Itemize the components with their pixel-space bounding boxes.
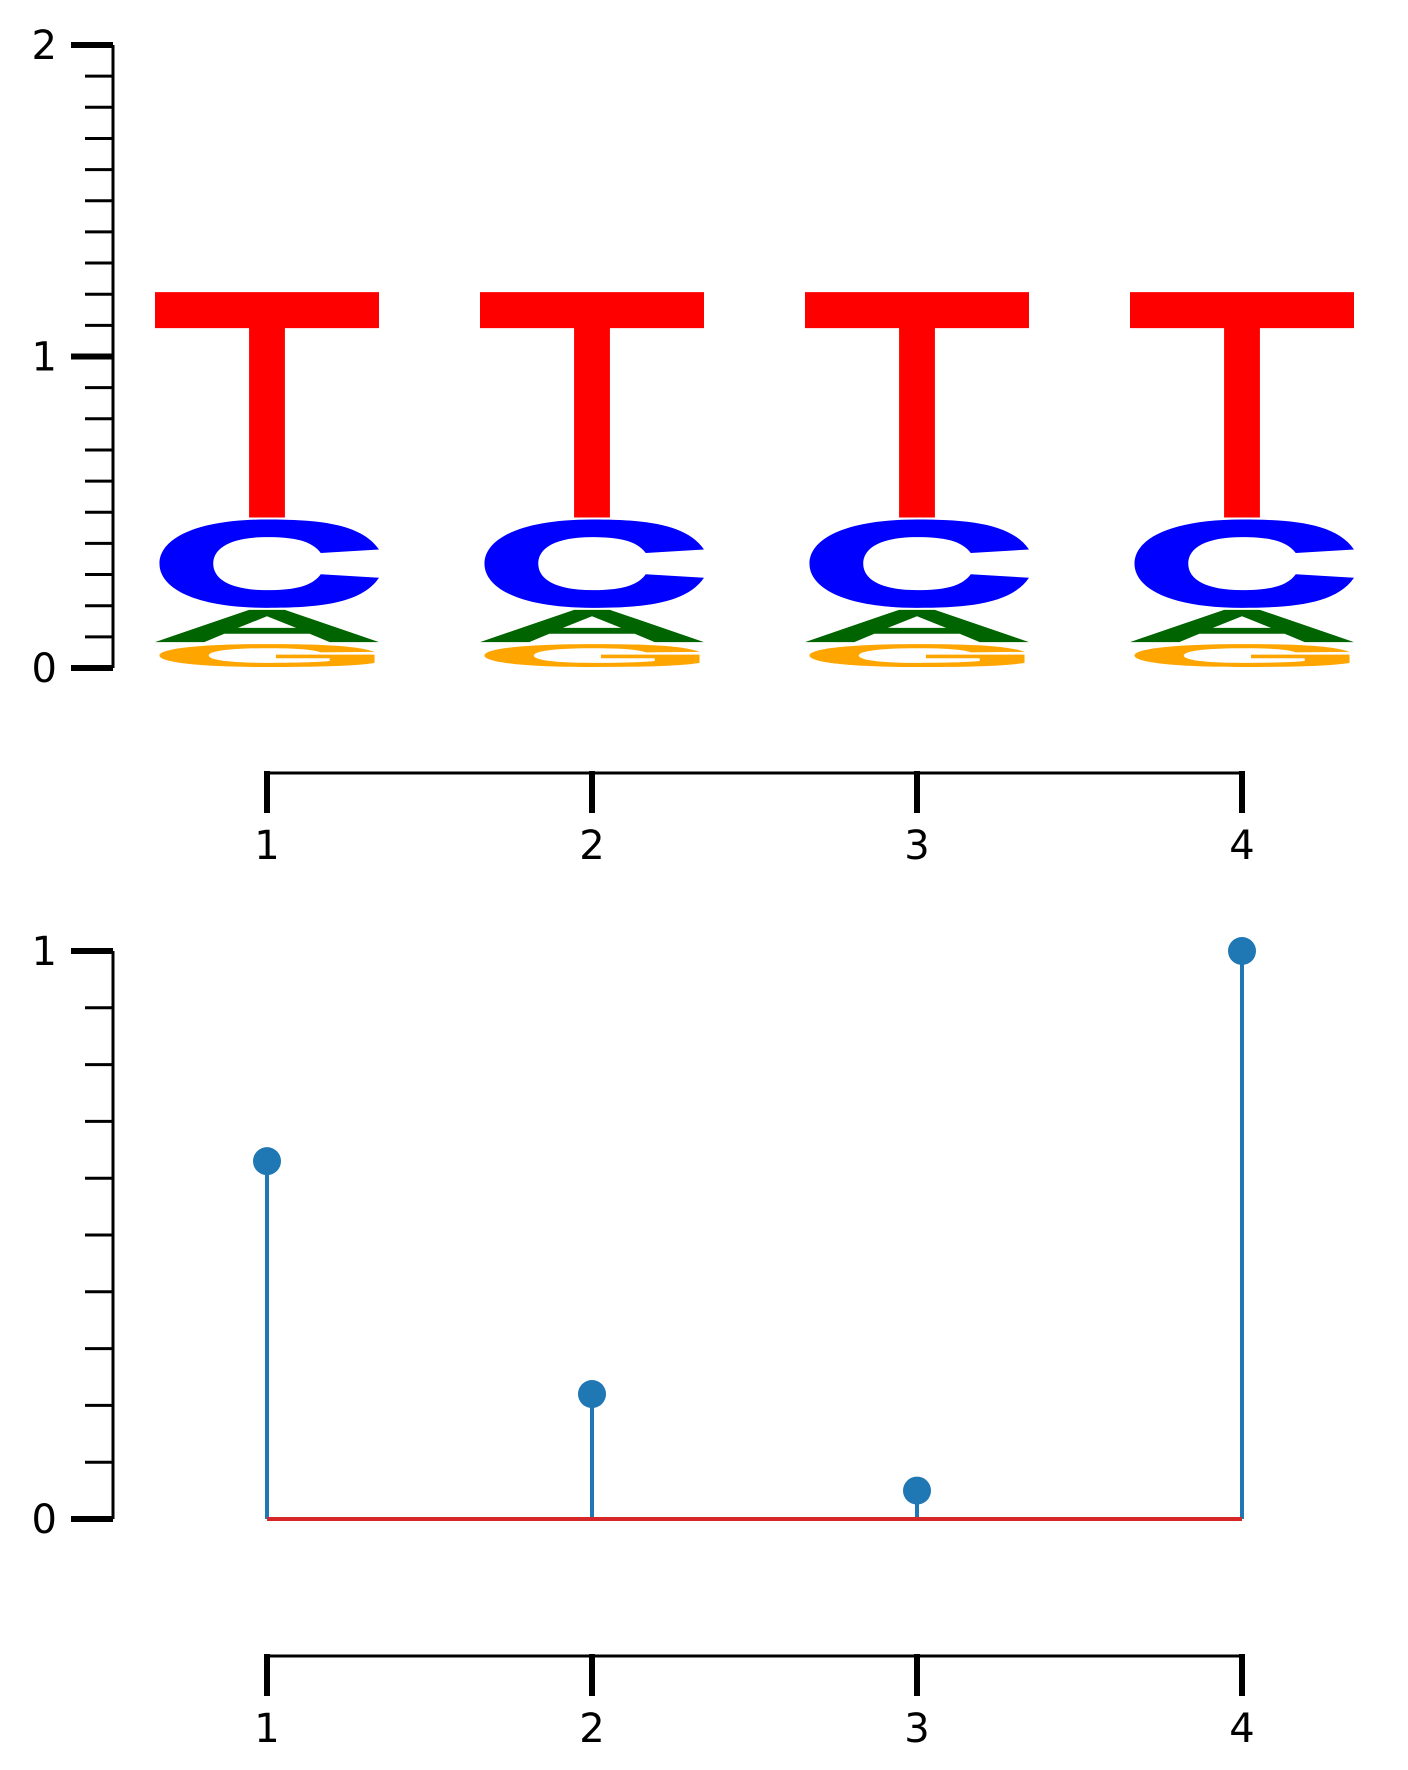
logo-letter-t-pos-1 [155, 292, 379, 518]
logo-letter-g-pos-1 [159, 644, 375, 667]
logo-x-axis: 1 2 3 4 [254, 771, 1255, 869]
logo-y-axis: 0 1 2 [32, 23, 115, 692]
logo-y-tick-label: 1 [32, 335, 57, 381]
logo-x-tick-label: 2 [579, 823, 604, 869]
stem-x-axis: 1 2 3 4 [254, 1654, 1255, 1752]
logo-x-tick-label: 1 [254, 823, 279, 869]
logo-letter-c-pos-4 [1134, 519, 1354, 608]
logo-letter-a-pos-1 [155, 609, 379, 643]
logo-letter-c-pos-3 [809, 519, 1029, 608]
stem-x-tick-label: 3 [904, 1706, 929, 1752]
logo-x-tick-label: 3 [904, 823, 929, 869]
logo-letter-g-pos-4 [1134, 644, 1350, 667]
stem-x-tick-label: 4 [1229, 1706, 1254, 1752]
logo-letter-t-pos-3 [805, 292, 1029, 518]
logo-y-tick-label: 2 [32, 23, 57, 69]
stem-marker [903, 1476, 931, 1505]
stem-x-tick-label: 2 [579, 1706, 604, 1752]
logo-letter-t-pos-4 [1130, 292, 1354, 518]
stem-x-tick-label: 1 [254, 1706, 279, 1752]
stem-marker [578, 1380, 606, 1409]
stem-marker [253, 1147, 281, 1176]
logo-letter-g-pos-3 [809, 644, 1025, 667]
sequence-logo-panel: 0 1 2 1 2 3 4 [32, 23, 1354, 869]
logo-x-tick-label: 4 [1229, 823, 1254, 869]
logo-letter-a-pos-4 [1130, 609, 1354, 643]
stem-y-tick-label: 1 [32, 929, 57, 975]
logo-letter-a-pos-3 [805, 609, 1029, 643]
stem-marker [1228, 937, 1256, 965]
sequence-logo-letters [155, 292, 1354, 667]
logo-letter-c-pos-1 [159, 519, 379, 608]
logo-y-tick-label: 0 [32, 646, 57, 692]
logo-letter-a-pos-2 [480, 609, 704, 643]
logo-letter-g-pos-2 [484, 644, 700, 667]
logo-letter-c-pos-2 [484, 519, 704, 608]
stem-plot-marks [253, 937, 1256, 1521]
logo-letter-t-pos-2 [480, 292, 704, 518]
stem-y-tick-label: 0 [32, 1497, 57, 1543]
stem-y-axis: 01 [32, 929, 115, 1543]
